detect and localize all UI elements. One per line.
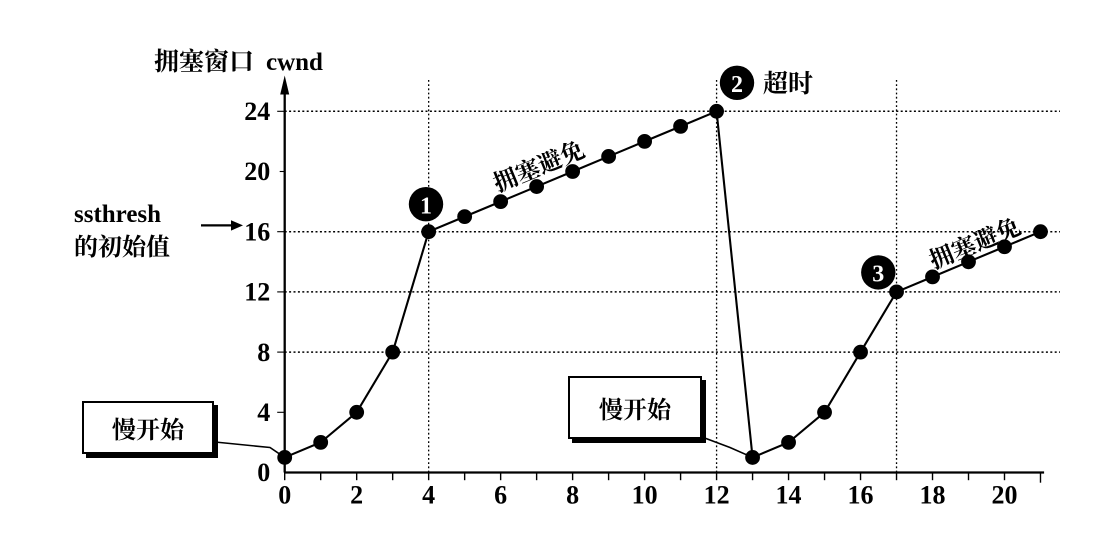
svg-text:4: 4 xyxy=(422,481,435,510)
svg-text:12: 12 xyxy=(704,481,730,510)
svg-text:8: 8 xyxy=(566,481,579,510)
svg-text:20: 20 xyxy=(992,481,1018,510)
svg-text:10: 10 xyxy=(632,481,658,510)
svg-text:16: 16 xyxy=(848,481,874,510)
svg-text:2: 2 xyxy=(350,481,363,510)
svg-text:14: 14 xyxy=(776,481,802,510)
svg-text:0: 0 xyxy=(278,481,291,510)
svg-text:6: 6 xyxy=(494,481,507,510)
svg-text:18: 18 xyxy=(920,481,946,510)
